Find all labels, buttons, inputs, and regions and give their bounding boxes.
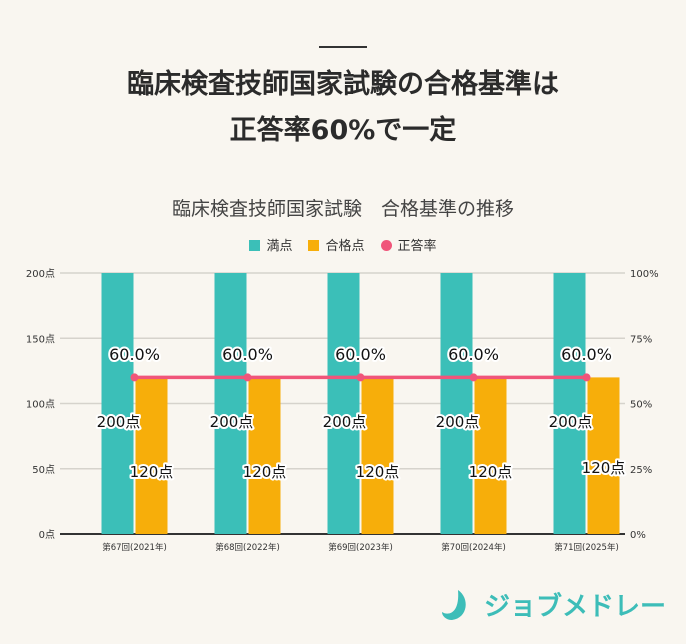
label-pass-score: 120点 — [130, 463, 174, 481]
heading-line2: 正答率60%で一定 — [229, 115, 457, 146]
legend: 満点 合格点 正答率 — [0, 235, 686, 254]
logo-mark-icon — [442, 589, 466, 620]
label-pass-score: 120点 — [469, 463, 513, 481]
logo-text: ジョブメドレー — [484, 592, 667, 622]
legend-label: 満点 — [266, 239, 293, 254]
x-tick-label: 第67回(2021年) — [102, 542, 167, 553]
label-full-score: 200点 — [97, 413, 141, 431]
rate-point — [356, 373, 365, 382]
y-right-tick: 0% — [630, 530, 646, 541]
y-left-tick: 100点 — [26, 399, 55, 411]
title-rule — [319, 46, 367, 48]
chart-title: 臨床検査技師国家試験 合格基準の推移 — [171, 198, 514, 220]
bar-pass-score — [361, 377, 394, 534]
label-rate: 60.0% — [335, 345, 386, 364]
x-tick-label: 第70回(2024年) — [441, 542, 506, 553]
rate-point — [582, 373, 591, 382]
y-left-tick: 0点 — [39, 529, 55, 541]
rate-point — [469, 373, 478, 382]
y-left-tick: 200点 — [26, 268, 55, 280]
label-rate: 60.0% — [448, 345, 499, 364]
label-full-score: 200点 — [549, 413, 593, 431]
legend-swatch — [308, 240, 320, 251]
bar-pass-score — [587, 377, 620, 534]
label-rate: 60.0% — [222, 345, 273, 364]
label-pass-score: 120点 — [243, 463, 287, 481]
bar-full-score — [101, 273, 134, 534]
rate-point — [130, 373, 139, 382]
label-full-score: 200点 — [323, 413, 367, 431]
y-right-tick: 100% — [630, 269, 659, 280]
x-tick-label: 第69回(2023年) — [328, 542, 393, 553]
logo: ジョブメドレー — [440, 586, 666, 623]
legend-swatch — [249, 240, 261, 251]
rate-point — [243, 373, 252, 382]
y-right-tick: 50% — [630, 400, 652, 411]
bar-full-score — [440, 273, 473, 534]
label-rate: 60.0% — [561, 345, 612, 364]
x-tick-label: 第68回(2022年) — [215, 542, 280, 553]
heading-line1: 臨床検査技師国家試験の合格基準は — [127, 69, 559, 100]
bar-full-score — [214, 273, 247, 534]
legend-item-pass-score: 合格点 — [308, 235, 365, 254]
y-right-tick: 75% — [630, 334, 652, 345]
legend-label: 正答率 — [397, 239, 437, 254]
bar-full-score — [327, 273, 360, 534]
y-right-tick: 25% — [630, 465, 652, 476]
label-full-score: 200点 — [436, 413, 480, 431]
y-left-tick: 150点 — [26, 333, 55, 345]
label-pass-score: 120点 — [356, 463, 400, 481]
legend-item-rate: 正答率 — [380, 235, 437, 254]
label-pass-score: 120点 — [582, 459, 626, 477]
x-tick-label: 第71回(2025年) — [554, 542, 619, 553]
legend-swatch — [380, 240, 392, 251]
label-rate: 60.0% — [109, 345, 160, 364]
legend-item-full-score: 満点 — [249, 235, 292, 254]
bar-full-score — [553, 273, 586, 534]
y-left-tick: 50点 — [32, 464, 55, 476]
legend-label: 合格点 — [325, 239, 365, 254]
bar-pass-score — [248, 377, 281, 534]
label-full-score: 200点 — [210, 413, 254, 431]
bar-pass-score — [474, 377, 507, 534]
bar-pass-score — [135, 377, 168, 534]
